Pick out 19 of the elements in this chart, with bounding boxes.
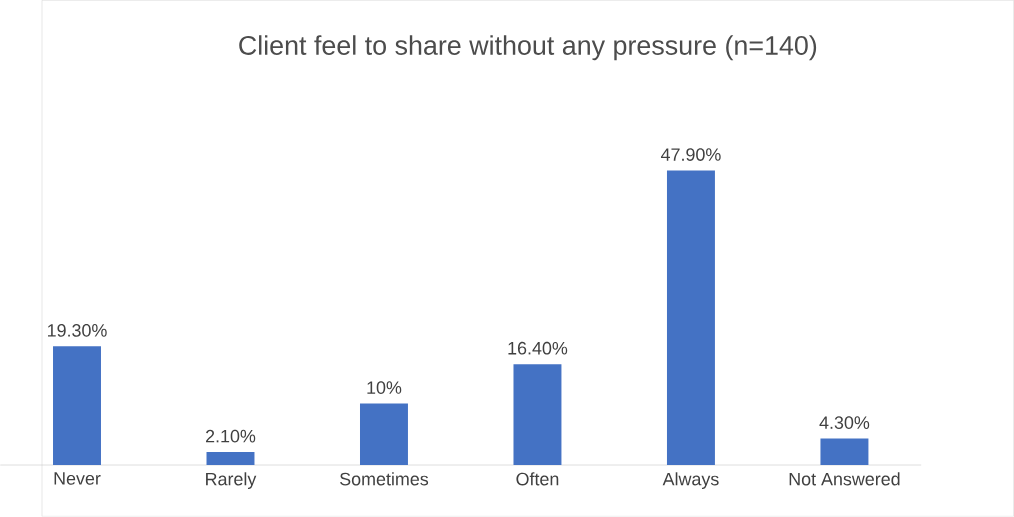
x-tick-label: Never xyxy=(54,472,101,485)
bar xyxy=(666,170,715,466)
x-tick-label: Not Answered xyxy=(789,472,900,486)
bar xyxy=(53,346,101,466)
data-label: 4.30% xyxy=(819,416,870,430)
x-tick-label: Sometimes xyxy=(340,472,429,486)
bar xyxy=(206,452,255,466)
chart-title: Client feel to share without any pressure (n=140) xyxy=(239,35,817,61)
data-label: 19.30% xyxy=(48,324,107,337)
data-label: 2.10% xyxy=(206,429,256,443)
data-label: 16.40% xyxy=(508,342,568,355)
data-label: 10% xyxy=(367,381,402,395)
x-tick-label: Rarely xyxy=(206,472,257,490)
x-tick-label: Always xyxy=(662,472,719,490)
x-tick-label: Often xyxy=(516,472,559,486)
bar xyxy=(820,438,869,466)
bar xyxy=(513,364,562,466)
bar xyxy=(360,403,408,466)
data-label: 47.90% xyxy=(660,148,721,162)
